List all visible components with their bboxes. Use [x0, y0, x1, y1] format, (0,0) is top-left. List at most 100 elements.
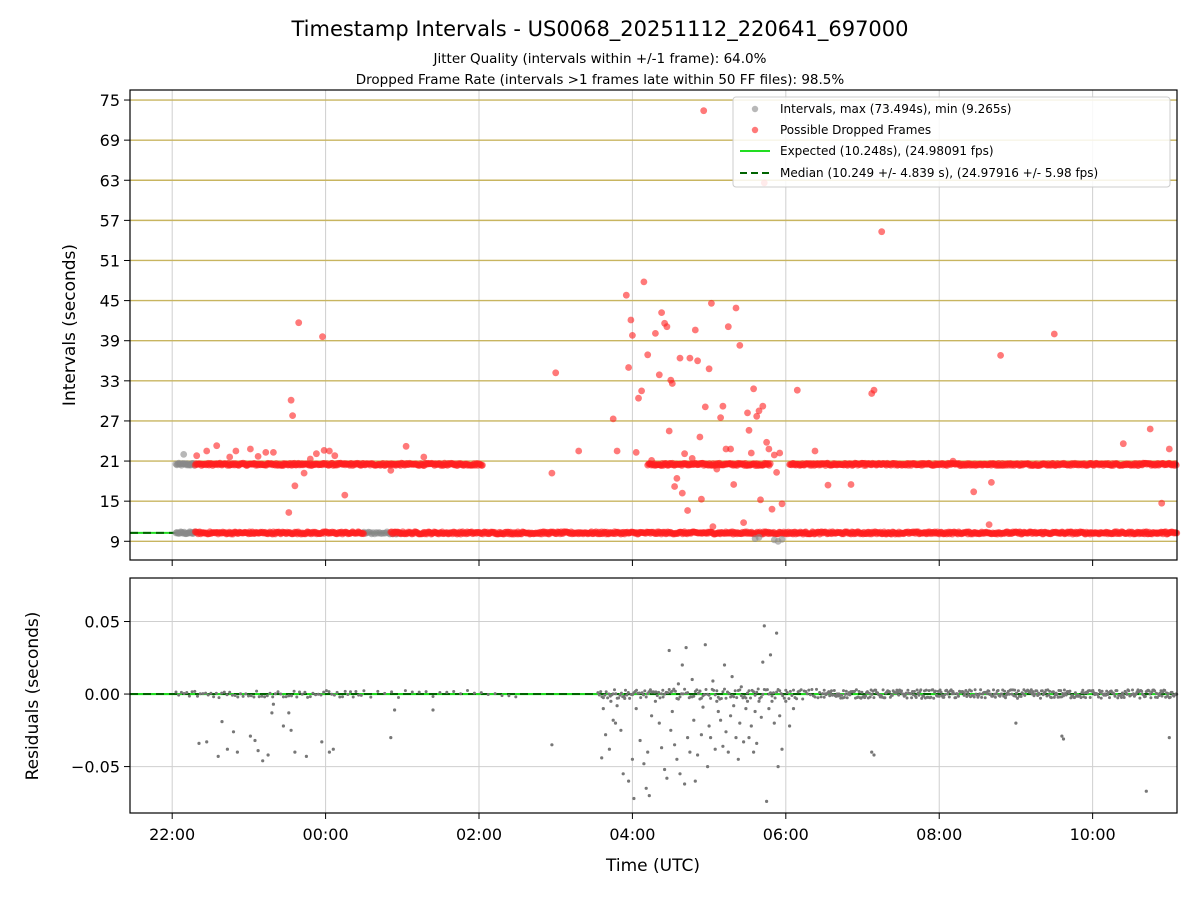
interval-outlier-point [763, 438, 770, 446]
residual-point [635, 688, 638, 692]
residual-outlier-point [713, 747, 717, 751]
interval-outlier-point [632, 449, 640, 456]
residual-point [874, 688, 878, 692]
residual-outlier-point [266, 753, 270, 757]
interval-outlier-point [320, 447, 328, 454]
interval-outlier-point [203, 447, 211, 455]
residual-point [704, 688, 708, 691]
residual-point [883, 696, 887, 700]
intervals-plot-frame [129, 89, 1178, 561]
residual-point [1016, 696, 1019, 700]
interval-outlier-point [287, 396, 295, 404]
residual-point [614, 692, 618, 696]
residual-point [292, 689, 296, 693]
residual-point [357, 693, 361, 697]
interval-outlier-point [262, 449, 270, 456]
residual-outlier-point [665, 776, 669, 780]
interval-outlier-point [313, 450, 320, 458]
residual-point [992, 688, 995, 692]
residual-outlier-point [638, 738, 642, 743]
residual-point [947, 695, 951, 699]
residual-point [452, 690, 456, 693]
residual-point [724, 696, 728, 700]
residual-outlier-point [721, 744, 725, 748]
residual-point [390, 690, 394, 694]
residual-outlier-point [724, 730, 728, 734]
residual-point [1120, 696, 1123, 699]
interval-outlier-point [665, 427, 673, 435]
residual-point [212, 695, 216, 699]
residual-point [341, 695, 344, 699]
residual-point [792, 688, 795, 692]
residual-outlier-point [621, 772, 625, 776]
residual-point [810, 688, 814, 691]
residual-outlier-point [673, 743, 677, 747]
residual-point [596, 691, 600, 695]
residual-point [805, 692, 809, 696]
residual-point [314, 693, 318, 697]
residual-point [1040, 689, 1044, 693]
interval-outlier-point [658, 309, 665, 316]
residual-point [746, 691, 749, 695]
interval-outlier-point [736, 342, 744, 349]
residual-point [1147, 689, 1151, 693]
intervals-y-tick-label: 33 [100, 372, 120, 391]
interval-outlier-point [757, 496, 764, 504]
residual-point [271, 695, 275, 699]
residual-point [1073, 691, 1077, 695]
interval-outlier-point [402, 442, 410, 450]
residual-point [257, 695, 261, 699]
residual-point [376, 689, 380, 693]
residual-point [723, 687, 726, 691]
residual-point [781, 694, 785, 698]
residual-outlier-point [609, 699, 613, 703]
residual-point [1035, 689, 1039, 693]
interval-outlier-point [629, 332, 636, 339]
residual-point [626, 691, 630, 694]
residual-outlier-point [729, 714, 733, 718]
residual-point [917, 693, 921, 697]
residual-point [739, 694, 743, 698]
residual-point [618, 693, 622, 697]
residual-point [351, 695, 355, 699]
residual-point [1048, 689, 1052, 693]
residual-outlier-point [619, 728, 623, 732]
residual-point [972, 695, 976, 699]
residual-outlier-point [1061, 737, 1066, 741]
residual-outlier-point [690, 677, 694, 682]
legend-label-expected: Expected (10.248s), (24.98091 fps) [780, 144, 994, 158]
residual-point [445, 690, 449, 694]
figure-title: Timestamp Intervals - US0068_20251112_22… [290, 17, 908, 42]
interval-outlier-point [326, 447, 333, 455]
residual-point [1166, 692, 1170, 696]
residual-point [362, 689, 366, 693]
residual-point [681, 692, 685, 696]
interval-outlier-point [552, 369, 560, 377]
residual-point [185, 691, 189, 694]
interval-outlier-point [724, 323, 732, 331]
residual-outlier-point [726, 750, 730, 754]
residual-point [881, 688, 885, 692]
residual-point [759, 695, 763, 699]
interval-outlier-point [773, 469, 780, 476]
residual-point [713, 693, 717, 697]
residual-point [1007, 692, 1011, 696]
interval-outlier-point [1146, 425, 1154, 433]
residual-point [991, 694, 995, 698]
residual-point [924, 688, 928, 692]
residual-outlier-point [678, 772, 682, 776]
interval-outlier-point [193, 452, 201, 460]
residual-point [193, 689, 197, 693]
residual-point [937, 694, 941, 698]
residual-outlier-point [765, 799, 769, 804]
residual-point [639, 696, 643, 700]
residual-point [712, 688, 716, 692]
residual-outlier-point [632, 796, 636, 801]
interval-outlier-point [985, 521, 993, 528]
residual-point [338, 695, 342, 699]
interval-outlier-point [753, 412, 761, 420]
residual-outlier-point [270, 711, 274, 715]
residual-point [816, 696, 820, 700]
residual-point [276, 690, 280, 694]
intervals-y-tick-label: 9 [110, 532, 120, 551]
